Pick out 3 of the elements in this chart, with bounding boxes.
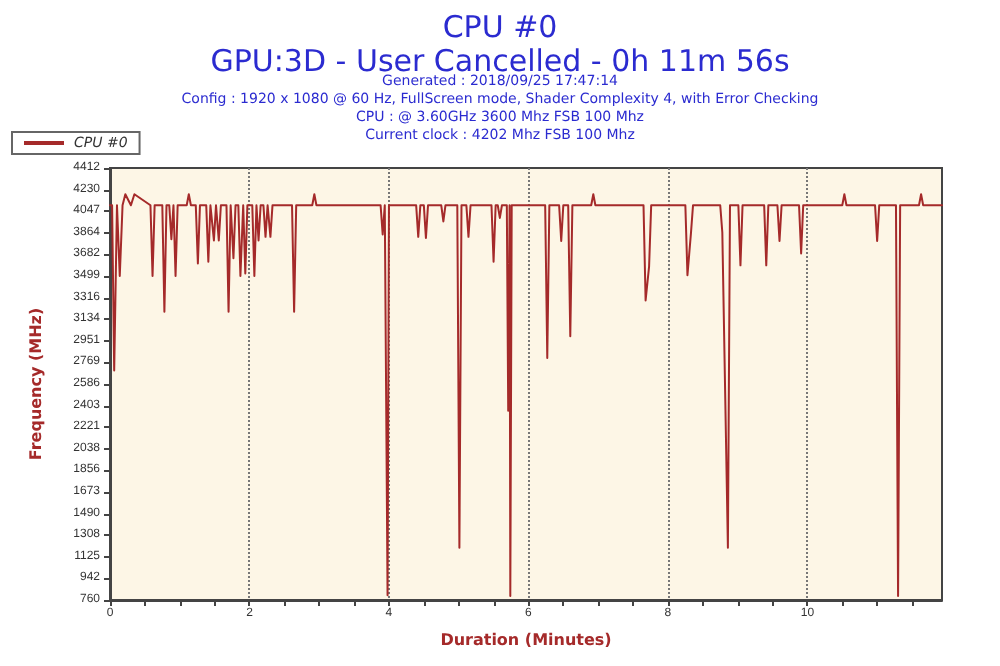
x-axis-title: Duration (Minutes) (440, 631, 612, 649)
chart-title: CPU #0 (442, 9, 558, 45)
y-axis-title: Frequency (MHz) (27, 307, 45, 461)
